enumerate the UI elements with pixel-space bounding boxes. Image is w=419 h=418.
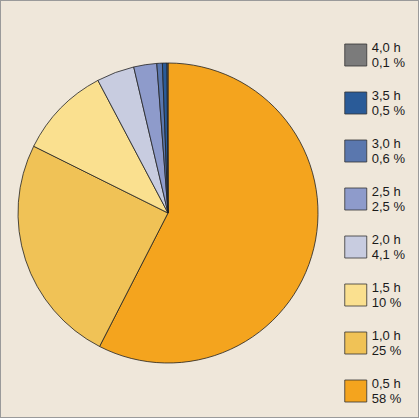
svg-text:25 %: 25 %: [372, 343, 402, 358]
svg-text:10 %: 10 %: [372, 295, 402, 310]
svg-text:3,0 h: 3,0 h: [372, 136, 401, 151]
svg-text:4,1 %: 4,1 %: [372, 247, 406, 262]
svg-text:58 %: 58 %: [372, 391, 402, 406]
svg-text:0,5 %: 0,5 %: [372, 103, 406, 118]
svg-text:3,5 h: 3,5 h: [372, 88, 401, 103]
svg-text:2,0 h: 2,0 h: [372, 232, 401, 247]
svg-text:0,6 %: 0,6 %: [372, 151, 406, 166]
svg-text:2,5 %: 2,5 %: [372, 199, 406, 214]
svg-text:1,0 h: 1,0 h: [372, 328, 401, 343]
svg-text:0,5 h: 0,5 h: [372, 376, 401, 391]
svg-text:4,0 h: 4,0 h: [372, 40, 401, 55]
svg-text:0,1 %: 0,1 %: [372, 55, 406, 70]
svg-text:1,5 h: 1,5 h: [372, 280, 401, 295]
svg-text:2,5 h: 2,5 h: [372, 184, 401, 199]
